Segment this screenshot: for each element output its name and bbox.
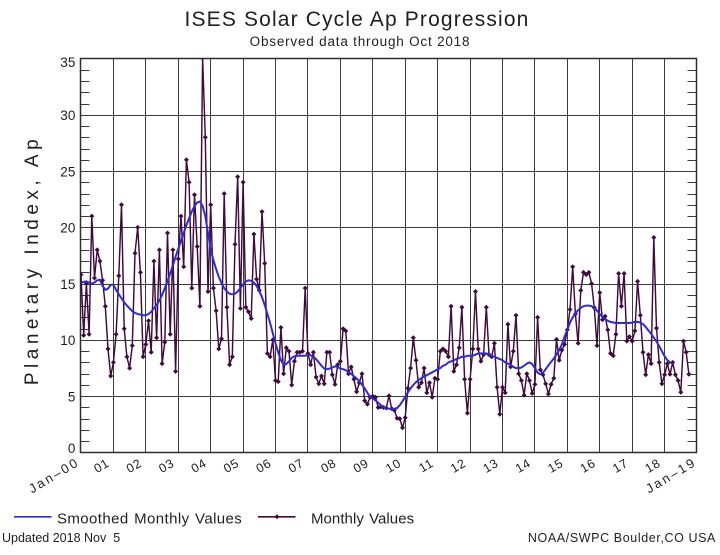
svg-text:04: 04 [189,456,209,476]
svg-text:08: 08 [318,456,338,476]
svg-text:5: 5 [68,390,76,405]
svg-text:NOAA/SWPC Boulder,CO USA: NOAA/SWPC Boulder,CO USA [528,531,716,545]
svg-text:13: 13 [481,456,501,476]
svg-text:30: 30 [60,108,75,123]
svg-text:20: 20 [60,221,75,236]
svg-text:10: 10 [60,333,75,348]
svg-text:35: 35 [60,55,75,70]
svg-text:Planetary Index, Ap: Planetary Index, Ap [22,135,43,385]
svg-text:09: 09 [351,456,371,476]
svg-text:07: 07 [286,456,306,476]
svg-text:06: 06 [254,456,274,476]
svg-text:Monthly Values: Monthly Values [311,511,414,528]
svg-text:ISES Solar Cycle Ap Progressio: ISES Solar Cycle Ap Progression [185,8,530,31]
svg-text:Jan–00: Jan–00 [26,454,82,496]
svg-text:05: 05 [221,456,241,476]
svg-text:03: 03 [156,456,176,476]
svg-text:14: 14 [513,456,533,476]
svg-text:12: 12 [448,456,468,476]
svg-text:Observed data through Oct 2018: Observed data through Oct 2018 [250,34,471,49]
svg-text:15: 15 [60,277,75,292]
svg-text:02: 02 [124,456,144,476]
svg-text:18: 18 [643,456,663,476]
svg-text:0: 0 [68,441,76,456]
svg-text:17: 17 [610,456,630,476]
svg-text:25: 25 [60,164,75,179]
svg-text:Updated 2018 Nov 5: Updated 2018 Nov 5 [2,531,120,545]
svg-text:15: 15 [545,456,565,476]
svg-text:01: 01 [91,456,111,476]
svg-text:16: 16 [578,456,598,476]
svg-text:10: 10 [383,456,403,476]
svg-text:11: 11 [416,456,436,475]
svg-text:Smoothed Monthly Values: Smoothed Monthly Values [57,511,242,528]
